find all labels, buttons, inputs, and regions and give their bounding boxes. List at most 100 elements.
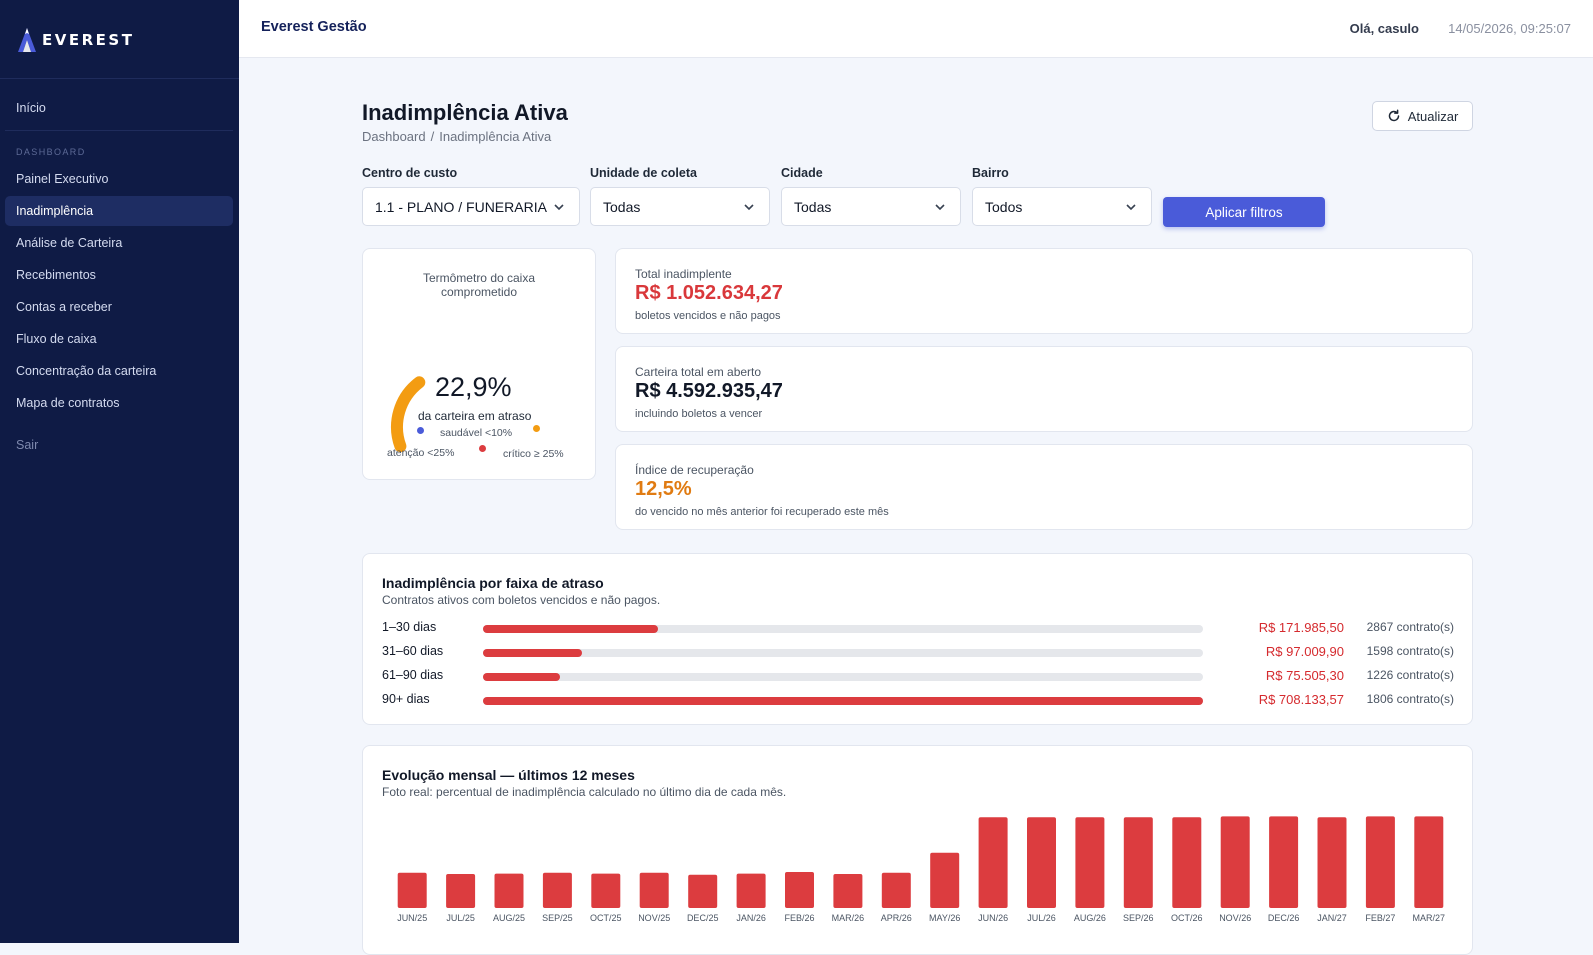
thermometer-card: Termômetro do caixa comprometido 22,9% d… xyxy=(362,248,596,480)
chart-bar[interactable] xyxy=(881,872,911,908)
aging-bar-track xyxy=(483,697,1203,705)
chart-x-tick-label: JUL/25 xyxy=(446,913,475,923)
evolution-card: Evolução mensal — últimos 12 meses Foto … xyxy=(362,745,1473,955)
aging-row-label: 61–90 dias xyxy=(382,668,444,682)
aging-row-label: 31–60 dias xyxy=(382,644,444,658)
chart-x-tick-label: JUN/26 xyxy=(978,913,1008,923)
kpi-portfolio-value: R$ 4.592.935,47 xyxy=(635,380,783,402)
chart-x-tick-label: NOV/25 xyxy=(638,913,670,923)
sidebar-item-recebimentos[interactable]: Recebimentos xyxy=(16,268,96,282)
kpi-total-sub: boletos vencidos e não pagos xyxy=(635,310,781,322)
aging-bar-track xyxy=(483,673,1203,681)
kpi-recovery-sub: do vencido no mês anterior foi recuperad… xyxy=(635,506,889,518)
chart-bar[interactable] xyxy=(1027,817,1056,908)
brand-title[interactable]: Everest Gestão xyxy=(261,19,367,35)
legend-dot-critical xyxy=(479,445,486,452)
sidebar-item-inadimplencia[interactable]: Inadimplência xyxy=(5,196,233,226)
unit-value: Todas xyxy=(603,198,641,215)
chart-x-tick-label: SEP/26 xyxy=(1123,913,1154,923)
evolution-subtitle: Foto real: percentual de inadimplência c… xyxy=(382,785,787,799)
kpi-card-total: Total inadimplente R$ 1.052.634,27 bolet… xyxy=(615,248,1473,334)
sidebar-item-analise-carteira[interactable]: Análise de Carteira xyxy=(16,236,123,250)
chart-bar[interactable] xyxy=(978,817,1008,908)
breadcrumb: Dashboard / Inadimplência Ativa xyxy=(362,129,551,144)
chart-bar[interactable] xyxy=(639,872,669,908)
sidebar-item-concentracao[interactable]: Concentração da carteira xyxy=(16,364,157,378)
aging-bar-fill xyxy=(483,625,658,633)
kpi-total-value: R$ 1.052.634,27 xyxy=(635,282,783,304)
unit-label: Unidade de coleta xyxy=(590,166,697,180)
kpi-total-label: Total inadimplente xyxy=(635,267,732,281)
legend-healthy: saudável <10% xyxy=(440,427,513,439)
cost-center-select[interactable]: 1.1 - PLANO / FUNERARIA xyxy=(362,187,580,226)
cost-center-label: Centro de custo xyxy=(362,166,458,180)
chart-bar[interactable] xyxy=(1317,817,1347,908)
sidebar-item-painel-executivo[interactable]: Painel Executivo xyxy=(16,172,109,186)
aging-row-count: 2867 contrato(s) xyxy=(1366,620,1454,634)
kpi-card-recovery: Índice de recuperação 12,5% do vencido n… xyxy=(615,444,1473,530)
chart-bar[interactable] xyxy=(1172,817,1202,908)
aging-row-count: 1226 contrato(s) xyxy=(1366,668,1454,682)
aging-row-count: 1598 contrato(s) xyxy=(1366,644,1454,658)
chart-x-tick-label: AUG/26 xyxy=(1074,913,1106,923)
chart-x-tick-label: SEP/25 xyxy=(542,913,573,923)
chart-bar[interactable] xyxy=(688,874,718,908)
chart-bar[interactable] xyxy=(1075,817,1105,908)
chart-x-tick-label: FEB/26 xyxy=(784,913,814,923)
aging-row: 31–60 dias R$ 97.009,90 1598 contrato(s) xyxy=(363,642,1472,662)
legend-attention: atenção <25% xyxy=(387,447,455,459)
sidebar-section-label: DASHBOARD xyxy=(16,147,86,157)
legend-dot-attention xyxy=(533,425,540,432)
cost-center-value: 1.1 - PLANO / FUNERARIA xyxy=(375,198,547,215)
chart-bar[interactable] xyxy=(591,873,621,908)
chart-x-tick-label: JUN/25 xyxy=(397,913,427,923)
chart-bar[interactable] xyxy=(785,872,814,908)
kpi-recovery-value: 12,5% xyxy=(635,478,692,500)
aging-row: 61–90 dias R$ 75.505,30 1226 contrato(s) xyxy=(363,666,1472,686)
chart-bar[interactable] xyxy=(1365,816,1395,908)
chart-x-tick-label: APR/26 xyxy=(881,913,912,923)
chart-bar[interactable] xyxy=(397,872,427,908)
chart-x-tick-label: JAN/26 xyxy=(736,913,766,923)
chart-bar[interactable] xyxy=(833,874,863,908)
aging-row-amount: R$ 75.505,30 xyxy=(1265,668,1344,683)
sidebar-item-fluxo-caixa[interactable]: Fluxo de caixa xyxy=(16,332,97,346)
legend-dot-healthy xyxy=(417,427,424,434)
sidebar-item-home[interactable]: Início xyxy=(16,101,46,115)
chart-bar[interactable] xyxy=(446,874,476,908)
aging-bar-fill xyxy=(483,697,1203,705)
chart-bar[interactable] xyxy=(494,873,524,908)
chart-bar[interactable] xyxy=(542,872,572,908)
district-select[interactable]: Todos xyxy=(972,187,1152,226)
unit-select[interactable]: Todas xyxy=(590,187,770,226)
sidebar-item-logout[interactable]: Sair xyxy=(16,438,39,452)
chart-x-tick-label: FEB/27 xyxy=(1365,913,1395,923)
sidebar-item-mapa-contratos[interactable]: Mapa de contratos xyxy=(16,396,120,410)
breadcrumb-current: Inadimplência Ativa xyxy=(439,129,552,144)
aging-row-amount: R$ 708.133,57 xyxy=(1258,692,1344,707)
chart-bar[interactable] xyxy=(1123,817,1153,908)
gauge-arc xyxy=(391,376,426,453)
aging-row-amount: R$ 171.985,50 xyxy=(1258,620,1344,635)
breadcrumb-dashboard[interactable]: Dashboard xyxy=(362,129,426,144)
chart-bar[interactable] xyxy=(930,852,960,908)
aging-row-label: 1–30 dias xyxy=(382,620,437,634)
chart-bar[interactable] xyxy=(1220,816,1250,908)
sidebar-item-contas-receber[interactable]: Contas a receber xyxy=(16,300,112,314)
aging-row: 90+ dias R$ 708.133,57 1806 contrato(s) xyxy=(363,690,1472,710)
chart-x-tick-label: DEC/26 xyxy=(1268,913,1300,923)
kpi-card-portfolio: Carteira total em aberto R$ 4.592.935,47… xyxy=(615,346,1473,432)
aging-row-label: 90+ dias xyxy=(382,692,430,706)
chart-bar[interactable] xyxy=(1414,816,1444,908)
city-select[interactable]: Todas xyxy=(781,187,961,226)
aging-card: Inadimplência por faixa de atraso Contra… xyxy=(362,553,1473,725)
logo[interactable]: EVEREST xyxy=(18,28,134,52)
district-value: Todos xyxy=(985,198,1023,215)
mountain-logo-icon xyxy=(18,28,36,52)
refresh-button[interactable]: Atualizar xyxy=(1372,101,1473,131)
chart-bar[interactable] xyxy=(736,873,766,908)
apply-filters-button[interactable]: Aplicar filtros xyxy=(1163,197,1325,227)
chart-bar[interactable] xyxy=(1269,816,1299,908)
datetime: 14/05/2026, 09:25:07 xyxy=(1448,21,1571,36)
chevron-down-icon xyxy=(1126,204,1136,211)
